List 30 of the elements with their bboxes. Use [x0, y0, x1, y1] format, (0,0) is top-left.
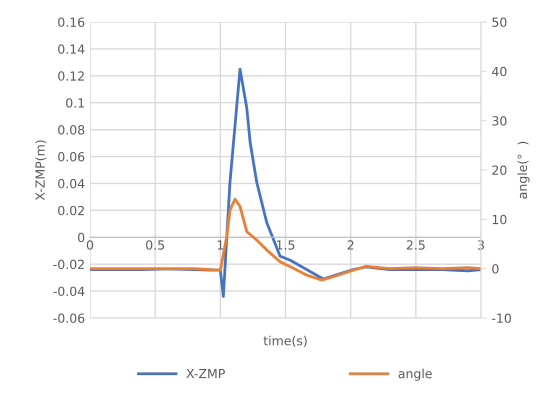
- x-axis-title: time(s): [264, 336, 307, 347]
- y-tick-label: 0.16: [58, 17, 84, 27]
- x-tick-label: 0.5: [146, 240, 164, 250]
- y2-tick-label: 50: [492, 17, 506, 27]
- x-tick-label: 1: [218, 240, 224, 250]
- y-tick-label: 0.14: [58, 44, 84, 54]
- y-tick-label: 0.04: [58, 178, 84, 188]
- y2-tick-label: 20: [492, 165, 506, 175]
- y-tick-label: 0.08: [58, 125, 84, 135]
- y-tick-label: 0.1: [66, 98, 84, 108]
- y2-tick-label: 30: [492, 116, 506, 126]
- y-tick-label: 0: [78, 232, 84, 242]
- y-axis-title: X-ZMP(m): [35, 140, 46, 200]
- x-tick-label: 2: [348, 240, 354, 250]
- x-tick-label: 0: [86, 240, 94, 250]
- y-tick-label: -0.06: [53, 313, 84, 323]
- y-tick-label: -0.02: [53, 260, 84, 270]
- y2-tick-label: 10: [492, 214, 506, 224]
- legend-label: angle: [398, 368, 432, 381]
- y-tick-label: 0.12: [58, 71, 84, 81]
- legend-label: X-ZMP: [186, 369, 225, 378]
- x-tick-label: 1.5: [276, 240, 294, 250]
- y2-tick-label: 0: [492, 264, 499, 274]
- y-tick-label: 0.02: [58, 206, 84, 216]
- y2-tick-label: 40: [492, 66, 506, 76]
- x-tick-label: 2.5: [406, 240, 425, 250]
- y2-tick-label: -10: [492, 313, 512, 323]
- y-tick-label: -0.04: [53, 286, 84, 296]
- y2-axis-title: angle(° ): [517, 142, 530, 199]
- y-tick-label: 0.06: [58, 152, 84, 162]
